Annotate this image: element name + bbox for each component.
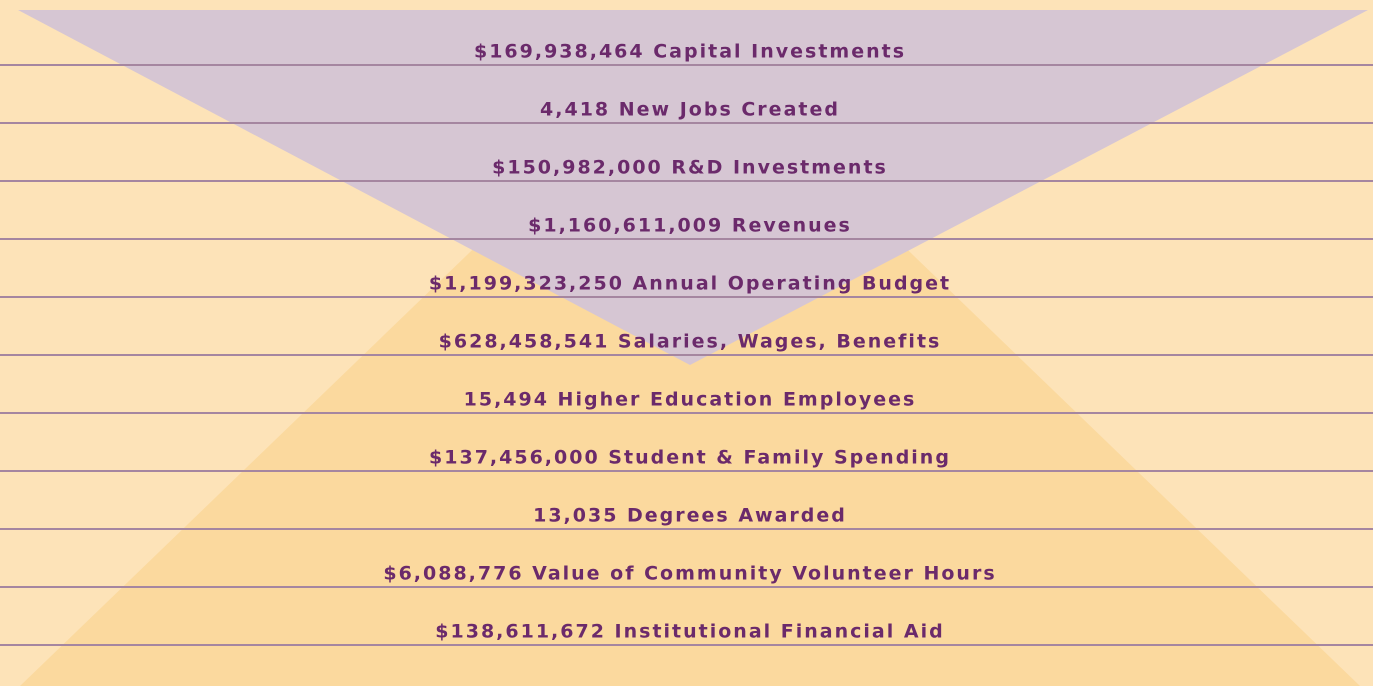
item-text: $138,611,672 Institutional Financial Aid bbox=[435, 621, 944, 643]
item-text: 15,494 Higher Education Employees bbox=[464, 389, 917, 411]
item-text: $1,160,611,009 Revenues bbox=[528, 215, 852, 237]
item-text: $6,088,776 Value of Community Volunteer … bbox=[383, 563, 996, 585]
downward-triangle bbox=[18, 10, 1368, 365]
item-text: $137,456,000 Student & Family Spending bbox=[429, 447, 951, 469]
item-text: $169,938,464 Capital Investments bbox=[474, 41, 906, 63]
item-text: 13,035 Degrees Awarded bbox=[533, 505, 847, 527]
rows: $169,938,464 Capital Investments 4,418 Ne… bbox=[0, 41, 1373, 646]
item-text: $150,982,000 R&D Investments bbox=[492, 157, 888, 179]
item-text: $628,458,541 Salaries, Wages, Benefits bbox=[439, 331, 942, 353]
item-text: 4,418 New Jobs Created bbox=[540, 99, 840, 121]
item-text: $1,199,323,250 Annual Operating Budget bbox=[429, 273, 951, 295]
